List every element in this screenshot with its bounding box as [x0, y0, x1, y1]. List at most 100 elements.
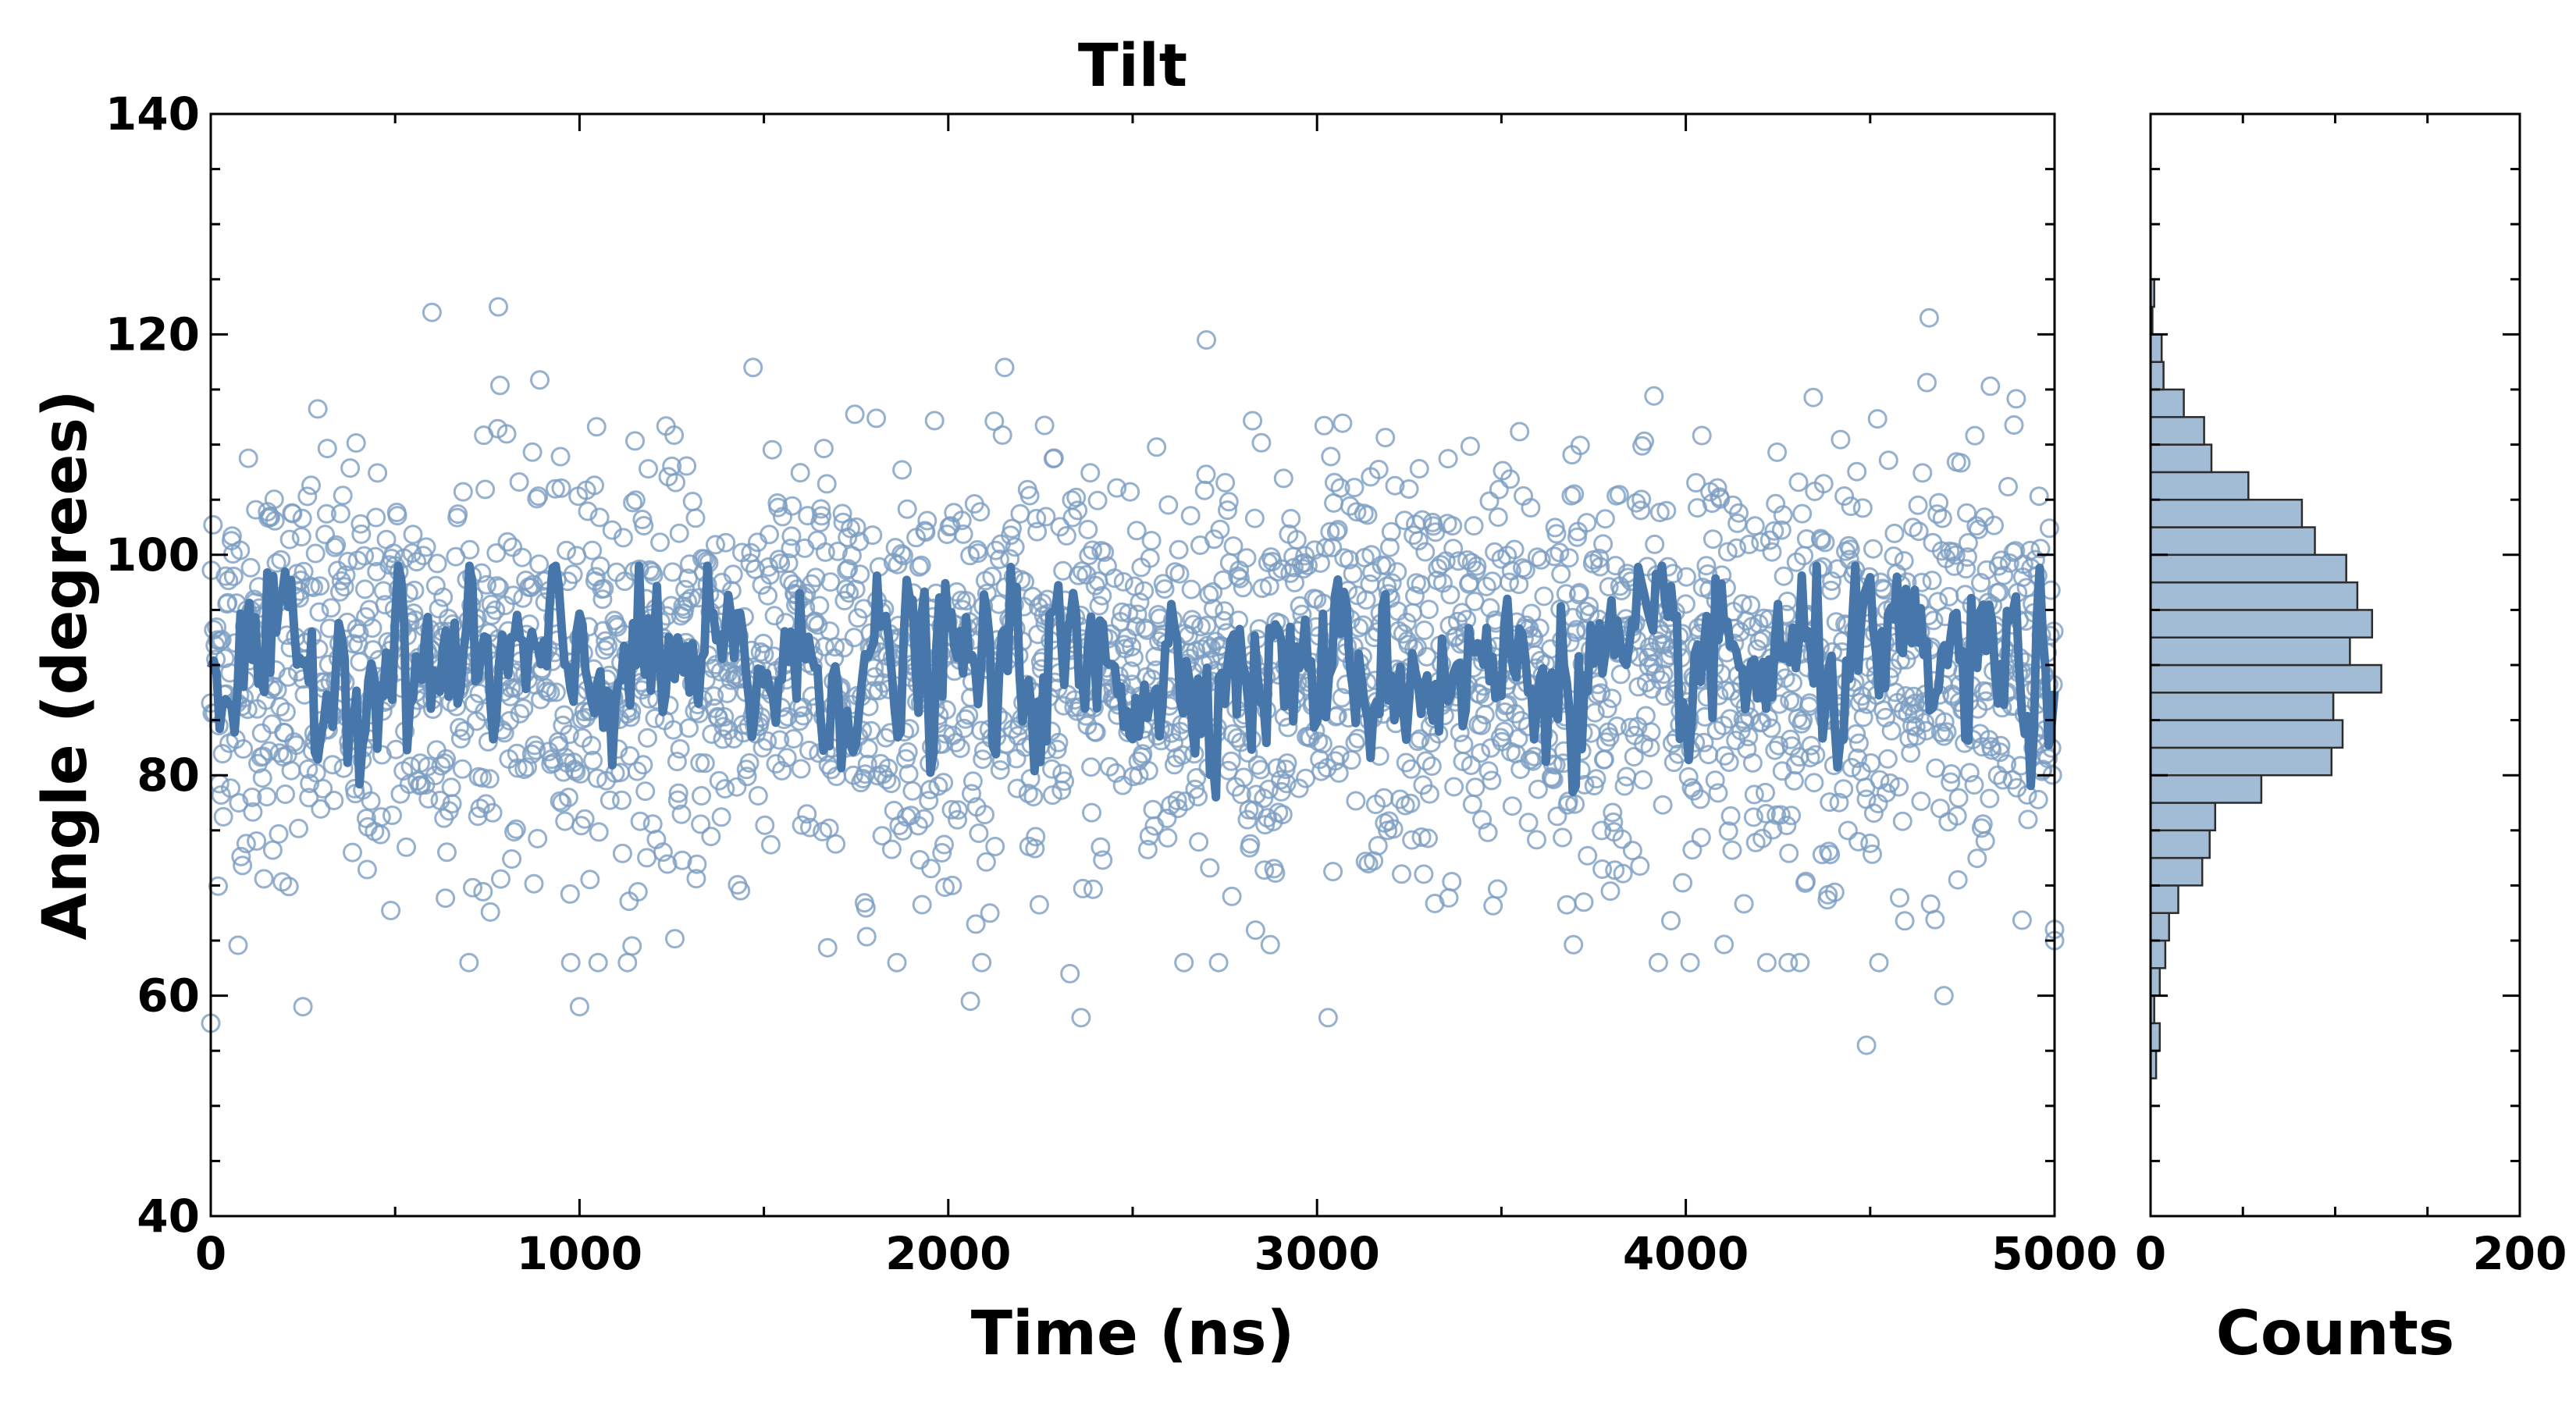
scatter-point [1281, 509, 1301, 528]
scatter-point [1559, 548, 1579, 568]
scatter-point [1749, 631, 1770, 651]
scatter-point [1743, 807, 1763, 827]
scatter-point [486, 600, 506, 621]
scatter-point [782, 496, 802, 516]
scatter-point [754, 645, 774, 664]
scatter-point [832, 503, 852, 524]
scatter-point [1765, 740, 1785, 760]
scatter-point [1922, 571, 1942, 591]
scatter-point [1396, 752, 1416, 773]
scatter-point [1811, 530, 1831, 550]
scatter-point [1277, 753, 1297, 774]
scatter-point [657, 854, 678, 874]
histogram-bar [2149, 526, 2316, 557]
scatter-point [1415, 542, 1436, 562]
scatter-point [638, 727, 657, 748]
scatter-point [482, 605, 502, 625]
scatter-point [481, 594, 501, 614]
scatter-point [306, 763, 326, 783]
y-tick-label: 100 [105, 528, 200, 582]
chart-title: Tilt [1078, 30, 1187, 100]
scatter-point [1471, 715, 1492, 735]
scatter-point [497, 532, 518, 552]
scatter-point [219, 571, 239, 591]
scatter-point [1756, 952, 1777, 973]
scatter-point [1285, 572, 1304, 592]
scatter-point [664, 425, 685, 445]
scatter-point [1895, 911, 1915, 931]
scatter-point [1756, 782, 1775, 802]
scatter-point [942, 875, 962, 895]
scatter-point [559, 724, 579, 745]
scatter-point [1060, 963, 1080, 984]
scatter-point [524, 873, 544, 894]
scatter-point [480, 902, 500, 922]
scatter-point [1122, 637, 1142, 657]
scatter-point [1504, 539, 1525, 560]
scatter-point [743, 357, 763, 378]
scatter-point [578, 501, 598, 521]
scatter-point [357, 859, 377, 880]
scatter-point [1644, 386, 1664, 406]
scatter-point [2029, 486, 2049, 507]
scatter-point [846, 517, 866, 537]
scatter-point [1675, 594, 1695, 614]
scatter-point [283, 503, 303, 524]
scatter-point [911, 555, 931, 575]
scatter-point [1215, 601, 1235, 621]
scatter-point [1233, 767, 1254, 788]
histogram-bar [2149, 912, 2170, 942]
scatter-point [1971, 573, 1991, 592]
scatter-point [514, 759, 535, 779]
scatter-point [670, 738, 690, 759]
scatter-point [934, 773, 954, 793]
scatter-point [1804, 773, 1824, 793]
scatter-point [1570, 436, 1590, 456]
scatter-point [278, 667, 298, 687]
scatter-point [1964, 775, 1984, 795]
scatter-point [1885, 682, 1905, 702]
scatter-point [1368, 836, 1388, 855]
scatter-point [1141, 531, 1162, 551]
scatter-point [587, 768, 607, 788]
scatter-point [1399, 479, 1419, 499]
scatter-point [924, 411, 945, 431]
scatter-point [1696, 556, 1717, 576]
scatter-point [482, 802, 503, 823]
scatter-point [1848, 748, 1868, 768]
scatter-point [322, 755, 343, 775]
scatter-point [755, 815, 775, 835]
histogram-bar [2149, 443, 2213, 474]
scatter-point [1194, 480, 1215, 500]
scatter-point [269, 823, 289, 844]
scatter-point [1273, 468, 1293, 489]
scatter-point [1286, 530, 1307, 550]
x-tick-labels: 0 1000 2000 3000 4000 5000 [195, 1227, 2118, 1280]
scatter-point [361, 791, 381, 811]
scatter-point [1005, 537, 1025, 557]
scatter-point [1734, 894, 1754, 914]
scatter-point [1643, 654, 1663, 674]
scatter-point [545, 478, 565, 499]
scatter-point [704, 686, 724, 706]
scatter-point [1204, 599, 1223, 619]
scatter-point [211, 785, 231, 805]
scatter-point [1346, 791, 1366, 811]
scatter-point [623, 493, 643, 513]
scatter-point [1448, 551, 1468, 571]
scatter-point [588, 952, 608, 973]
scatter-point [1222, 886, 1242, 906]
scatter-point [627, 761, 647, 781]
scatter-point [491, 869, 511, 889]
scatter-point [1603, 812, 1624, 832]
scatter-point [750, 642, 770, 662]
scatter-point [2028, 789, 2048, 809]
scatter-point [1240, 834, 1261, 854]
scatter-point [740, 553, 760, 573]
scatter-point [716, 532, 736, 553]
scatter-point [928, 776, 948, 796]
scatter-point [1409, 459, 1429, 478]
scatter-point [1383, 819, 1404, 839]
histogram-axis-ticks [2149, 112, 2521, 1218]
scatter-point [739, 752, 760, 773]
